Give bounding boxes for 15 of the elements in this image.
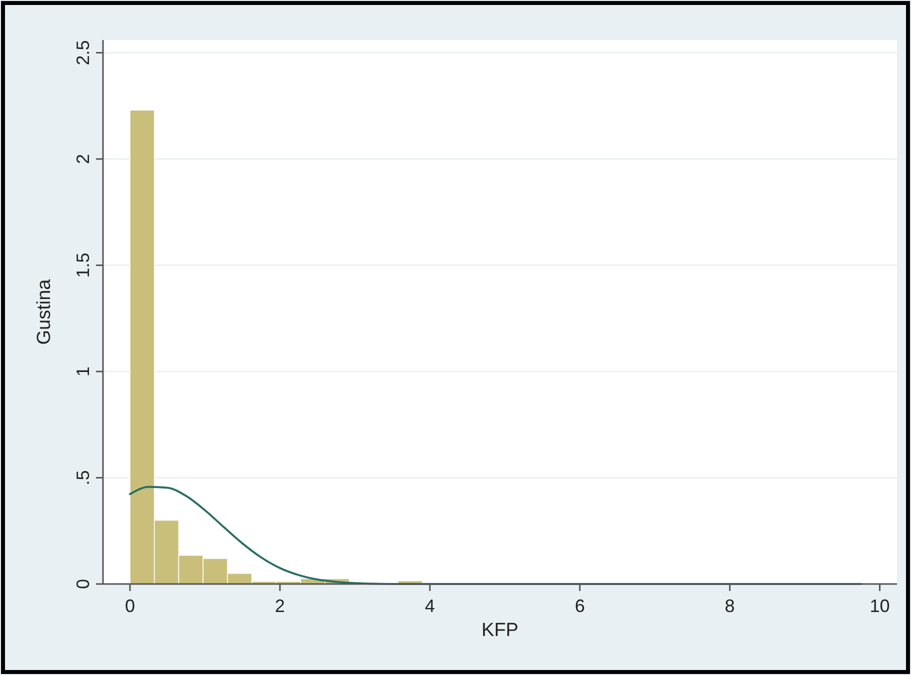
x-tick-label: 6 <box>574 596 585 616</box>
y-tick-label: 1 <box>73 366 93 377</box>
x-tick-label: 2 <box>274 596 285 616</box>
y-tick-label: 2.5 <box>73 40 93 66</box>
line-series <box>128 486 862 585</box>
x-axis-title: KFP <box>482 620 518 641</box>
y-tick-label: 2 <box>73 154 93 164</box>
y-axis-title: Gustina <box>34 278 55 345</box>
y-tick-label: .5 <box>73 470 93 486</box>
x-tick-label: 10 <box>870 596 890 616</box>
x-tick-label: 0 <box>124 596 135 616</box>
x-tick-label: 4 <box>424 596 435 616</box>
y-tick-label: 0 <box>73 578 93 590</box>
y-tick-label: 1.5 <box>73 252 93 278</box>
x-tick-label: 8 <box>724 596 735 616</box>
